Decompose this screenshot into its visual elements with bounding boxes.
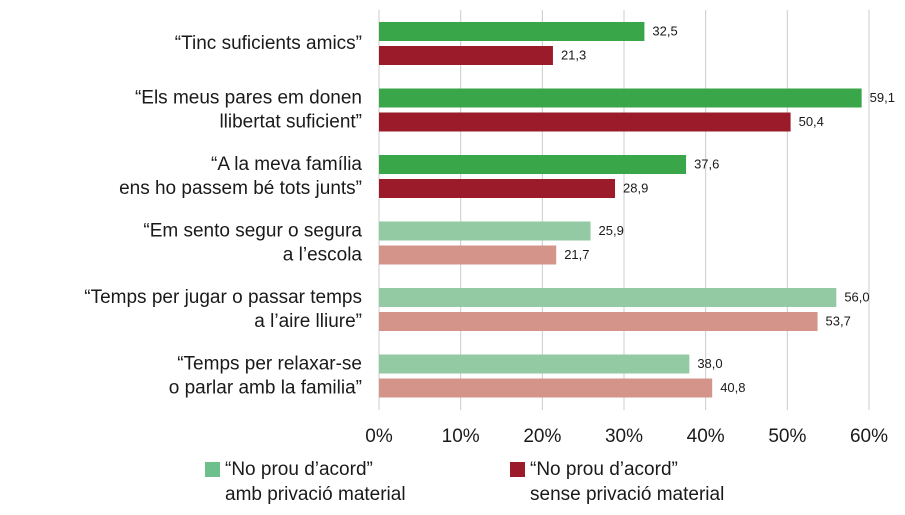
bar bbox=[379, 22, 645, 41]
category-label: “A la meva família bbox=[211, 154, 362, 175]
bar bbox=[379, 112, 791, 132]
x-tick-label: 40% bbox=[687, 426, 725, 447]
value-label: 21,3 bbox=[561, 47, 586, 62]
category-label: o parlar amb la familia” bbox=[169, 378, 362, 399]
bar bbox=[379, 221, 591, 241]
x-tick-label: 0% bbox=[365, 426, 393, 447]
x-tick-label: 60% bbox=[850, 426, 888, 447]
x-tick-label: 20% bbox=[523, 426, 561, 447]
value-label: 40,8 bbox=[720, 380, 745, 395]
x-tick-label: 50% bbox=[768, 426, 806, 447]
category-label: “Temps per relaxar-se bbox=[177, 354, 362, 375]
bar bbox=[379, 354, 690, 374]
bar bbox=[379, 155, 687, 174]
value-label: 38,0 bbox=[697, 356, 722, 371]
legend-swatch bbox=[205, 462, 220, 477]
legend-label: “No prou d’acord” bbox=[225, 459, 373, 480]
legend-swatch bbox=[510, 462, 525, 477]
legend-label: sense privació material bbox=[530, 484, 724, 505]
bar bbox=[379, 46, 553, 65]
value-label: 32,5 bbox=[652, 23, 677, 38]
value-label: 56,0 bbox=[844, 289, 869, 304]
bar bbox=[379, 88, 862, 108]
category-label: “Els meus pares em donen bbox=[135, 88, 362, 109]
bar bbox=[379, 245, 557, 265]
bar bbox=[379, 179, 616, 198]
category-label: a l’escola bbox=[283, 245, 363, 266]
value-label: 53,7 bbox=[826, 313, 851, 328]
value-label: 25,9 bbox=[599, 223, 624, 238]
bar bbox=[379, 378, 713, 398]
value-label: 59,1 bbox=[870, 90, 895, 105]
bar bbox=[379, 312, 818, 331]
category-label: a l’aire lliure” bbox=[254, 311, 362, 332]
legend-label: amb privació material bbox=[225, 484, 406, 505]
x-tick-label: 30% bbox=[605, 426, 643, 447]
legend-label: “No prou d’acord” bbox=[530, 459, 678, 480]
value-label: 21,7 bbox=[564, 247, 589, 262]
value-label: 37,6 bbox=[694, 156, 719, 171]
value-label: 50,4 bbox=[799, 114, 824, 129]
x-tick-label: 10% bbox=[442, 426, 480, 447]
bar bbox=[379, 288, 837, 307]
category-label: “Tinc suficients amics” bbox=[175, 33, 362, 54]
category-label: ens ho passem bé tots junts” bbox=[119, 178, 362, 199]
category-label: llibertat suficient” bbox=[219, 112, 362, 133]
category-label: “Em sento segur o segura bbox=[143, 221, 362, 242]
category-label: “Temps per jugar o passar temps bbox=[84, 287, 362, 308]
value-label: 28,9 bbox=[623, 180, 648, 195]
